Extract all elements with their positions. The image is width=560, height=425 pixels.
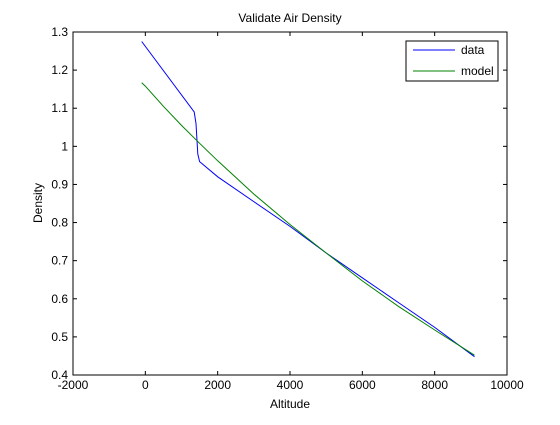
y-tick-label: 1.1 xyxy=(51,101,68,115)
x-tick-label: 8000 xyxy=(421,378,448,392)
legend-label-data: data xyxy=(461,43,485,57)
x-tick-label: 2000 xyxy=(204,378,231,392)
y-tick-label: 0.9 xyxy=(51,177,68,191)
y-tick-label: 0.4 xyxy=(51,368,68,382)
x-tick-label: 10000 xyxy=(490,378,524,392)
x-tick-label: -2000 xyxy=(58,378,89,392)
chart-title: Validate Air Density xyxy=(238,11,341,25)
y-tick-label: 0.6 xyxy=(51,292,68,306)
ticks-layer: -2000 0 2000 4000 6000 8000 10000 0.4 0.5 0.6 0.7 0… xyxy=(51,25,524,392)
legend-label-model: model xyxy=(461,64,494,78)
y-tick-label: 0.8 xyxy=(51,216,68,230)
y-tick-label: 1.3 xyxy=(51,25,68,39)
y-tick-label: 1.2 xyxy=(51,63,68,77)
legend: data model xyxy=(405,40,499,82)
x-tick-label: 4000 xyxy=(277,378,304,392)
series-line-data xyxy=(141,41,475,358)
plot-area xyxy=(72,31,508,376)
legend-box xyxy=(405,40,499,82)
x-axis-title: Altitude xyxy=(270,397,310,411)
y-axis-title: Density xyxy=(31,183,45,223)
y-tick-label: 0.5 xyxy=(51,330,68,344)
x-tick-label: 6000 xyxy=(349,378,376,392)
y-tick-label: 1 xyxy=(61,139,68,153)
x-tick-label: 0 xyxy=(142,378,149,392)
series-line-model xyxy=(141,82,475,356)
series-layer xyxy=(141,41,475,358)
y-tick-label: 0.7 xyxy=(51,254,68,268)
